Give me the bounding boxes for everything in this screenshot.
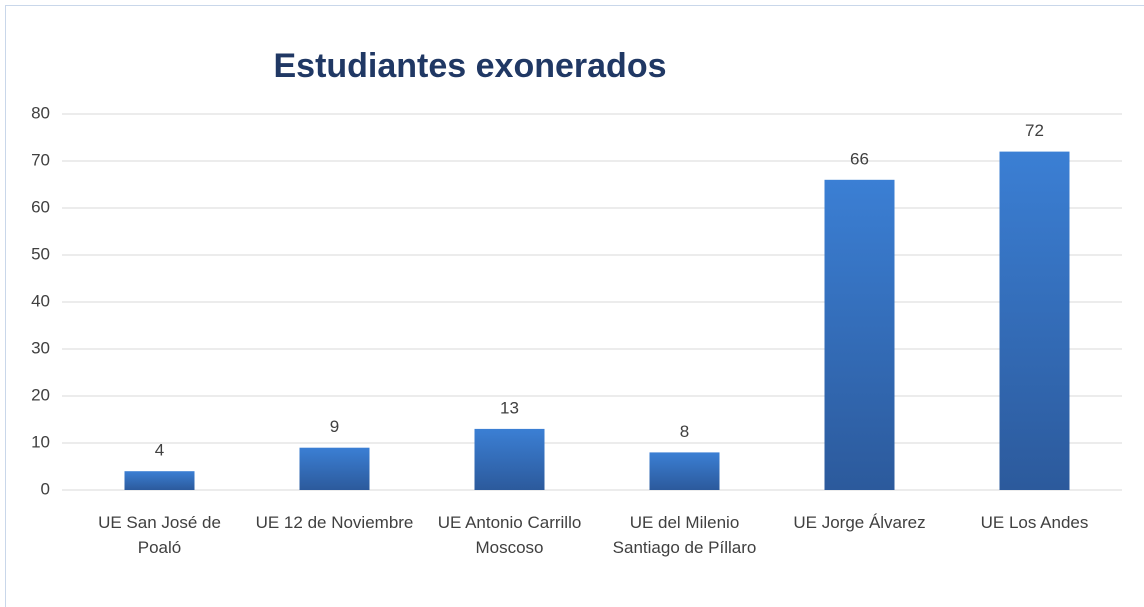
bar (474, 428, 545, 490)
data-label: 13 (500, 398, 519, 417)
x-tick-label: UE Los Andes (980, 513, 1089, 532)
x-tick-label: UE Antonio Carrillo Moscoso (437, 513, 582, 557)
data-label: 9 (330, 417, 339, 436)
x-tick-label: UE 12 de Noviembre (255, 513, 414, 532)
bar (999, 151, 1070, 490)
y-tick-label: 60 (31, 197, 50, 216)
bar (124, 471, 195, 490)
data-label: 66 (850, 149, 869, 168)
y-tick-label: 0 (41, 479, 50, 498)
x-tick-label: UE San José de Poaló (98, 513, 221, 557)
bar (299, 447, 370, 490)
x-tick-label: UE del Milenio Santiago de Píllaro (612, 513, 757, 557)
y-tick-label: 70 (31, 150, 50, 169)
data-label: 72 (1025, 121, 1044, 140)
bar (649, 452, 720, 490)
y-tick-label: 10 (31, 432, 50, 451)
y-tick-label: 50 (31, 244, 50, 263)
y-tick-label: 20 (31, 385, 50, 404)
data-label: 4 (155, 441, 164, 460)
y-tick-label: 30 (31, 338, 50, 357)
data-label: 8 (680, 422, 689, 441)
chart-border (5, 5, 1144, 607)
x-tick-label: UE Jorge Álvarez (793, 513, 926, 532)
chart-title: Estudiantes exonerados (273, 47, 666, 85)
y-tick-label: 80 (31, 103, 50, 122)
y-tick-label: 40 (31, 291, 50, 310)
bar (824, 179, 895, 491)
